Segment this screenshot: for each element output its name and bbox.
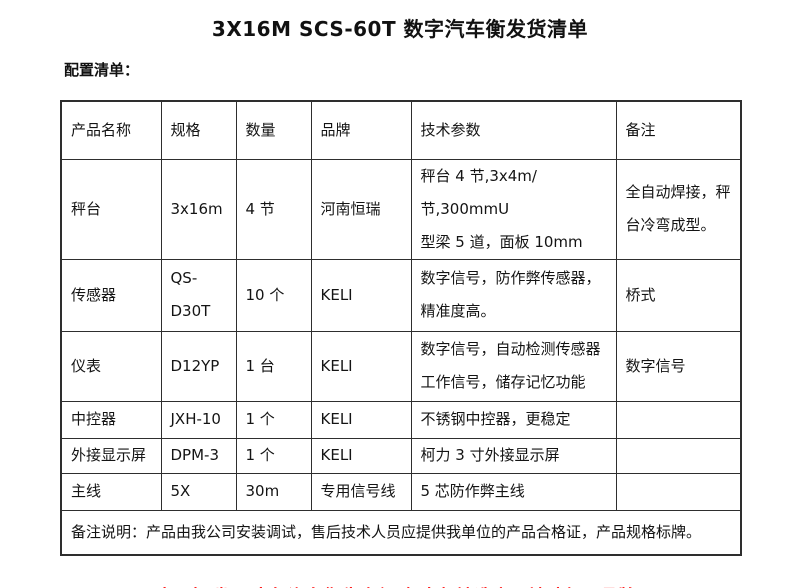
remark-note: 备注说明：产品由我公司安装调试，售后技术人员应提供我单位的产品合格证，产品规格标… [60,509,742,556]
cell-quantity: 30m [235,472,312,511]
cell-product-name: 主线 [60,472,162,511]
table-row-sensor: 传感器 QS-D30T 10 个 KELI 数字信号，防作弊传感器， 精准度高。… [60,258,742,332]
cell-remark [615,437,742,474]
table-row-scale-platform: 秤台 3x16m 4 节 河南恒瑞 秤台 4 节,3x4m/节,300mmU 型… [60,158,742,260]
cell-quantity: 4 节 [235,158,312,260]
cell-quantity: 1 个 [235,437,312,474]
cell-quantity: 1 台 [235,330,312,402]
cell-brand: KELI [310,437,412,474]
cell-product-name: 中控器 [60,400,162,439]
cell-tech-params: 5 芯防作弊主线 [410,472,617,511]
table-row-junction-box: 中控器 JXH-10 1 个 KELI 不锈钢中控器，更稳定 [60,400,742,439]
cell-brand: 河南恒瑞 [310,158,412,260]
header-cell-brand: 品牌 [310,100,412,160]
cell-product-name: 秤台 [60,158,162,260]
brand-slogan: 中原恒瑞 二十年汽车衡生产经验 十年铸造电子地磅领军品牌! [0,583,800,588]
header-cell-spec: 规格 [160,100,237,160]
cell-spec: JXH-10 [160,400,237,439]
cell-spec: D12YP [160,330,237,402]
table-remark-row: 备注说明：产品由我公司安装调试，售后技术人员应提供我单位的产品合格证，产品规格标… [60,509,742,556]
cell-spec: QS-D30T [160,258,237,332]
table-row-indicator: 仪表 D12YP 1 台 KELI 数字信号，自动检测传感器 工作信号，储存记忆… [60,330,742,402]
header-cell-tech-params: 技术参数 [410,100,617,160]
page-title: 3X16M SCS-60T 数字汽车衡发货清单 [211,17,589,41]
cell-brand: KELI [310,330,412,402]
cell-remark: 数字信号 [615,330,742,402]
cell-remark: 全自动焊接，秤 台冷弯成型。 [615,158,742,260]
cell-tech-params: 不锈钢中控器，更稳定 [410,400,617,439]
cell-quantity: 10 个 [235,258,312,332]
header-cell-remark: 备注 [615,100,742,160]
cell-remark [615,472,742,511]
cell-spec: DPM-3 [160,437,237,474]
table-header-row: 产品名称 规格 数量 品牌 技术参数 备注 [60,100,742,160]
cell-tech-params: 数字信号，自动检测传感器 工作信号，储存记忆功能 [410,330,617,402]
config-table: 产品名称 规格 数量 品牌 技术参数 备注 秤台 3x16m 4 节 河南恒瑞 … [60,100,742,556]
cell-spec: 5X [160,472,237,511]
cell-quantity: 1 个 [235,400,312,439]
cell-remark: 桥式 [615,258,742,332]
cell-tech-params: 柯力 3 寸外接显示屏 [410,437,617,474]
cell-product-name: 外接显示屏 [60,437,162,474]
cell-spec: 3x16m [160,158,237,260]
cell-product-name: 仪表 [60,330,162,402]
table-row-main-cable: 主线 5X 30m 专用信号线 5 芯防作弊主线 [60,472,742,511]
cell-tech-params: 秤台 4 节,3x4m/节,300mmU 型梁 5 道，面板 10mm [410,158,617,260]
cell-tech-params: 数字信号，防作弊传感器， 精准度高。 [410,258,617,332]
cell-brand: KELI [310,400,412,439]
cell-product-name: 传感器 [60,258,162,332]
header-cell-quantity: 数量 [235,100,312,160]
cell-brand: 专用信号线 [310,472,412,511]
config-list-label: 配置清单： [64,61,140,79]
cell-brand: KELI [310,258,412,332]
table-row-external-display: 外接显示屏 DPM-3 1 个 KELI 柯力 3 寸外接显示屏 [60,437,742,474]
cell-remark [615,400,742,439]
header-cell-product-name: 产品名称 [60,100,162,160]
